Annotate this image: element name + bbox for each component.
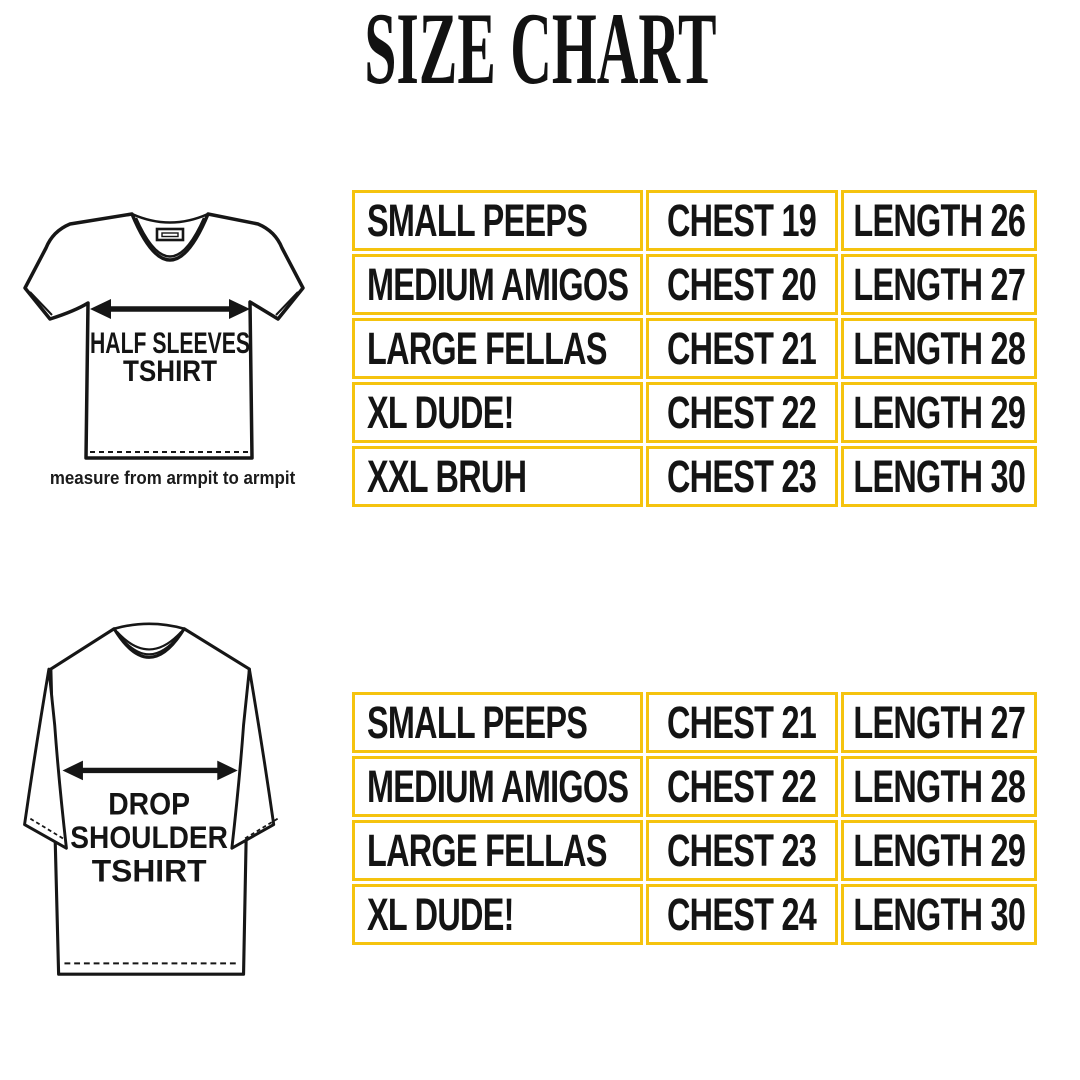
chest-cell: CHEST 24 [646, 884, 838, 945]
chest-cell: CHEST 23 [646, 820, 838, 881]
shirt-label-line1: HALF SLEEVES [90, 327, 250, 360]
chest-measure-arrow-icon [90, 299, 250, 319]
shirt-label-line3: TSHIRT [92, 854, 207, 889]
length-cell: LENGTH 27 [841, 692, 1037, 753]
size-cell: MEDIUM AMIGOS [352, 254, 643, 315]
tshirt-body-outline [49, 627, 251, 976]
size-cell: MEDIUM AMIGOS [352, 756, 643, 817]
size-cell: SMALL PEEPS [352, 190, 643, 251]
length-cell: LENGTH 29 [841, 382, 1037, 443]
tshirt-outline [23, 212, 305, 460]
drop-shoulder-tshirt-illustration: DROP SHOULDER TSHIRT [23, 622, 279, 976]
length-cell: LENGTH 29 [841, 820, 1037, 881]
page-title: SIZE CHART [0, 0, 1080, 101]
measure-caption-text: measure from armpit to armpit [50, 468, 296, 488]
chest-cell: CHEST 23 [646, 446, 838, 507]
length-cell: LENGTH 30 [841, 884, 1037, 945]
chest-measure-arrow-icon [62, 760, 238, 781]
chest-cell: CHEST 21 [646, 318, 838, 379]
collar-back-line [113, 622, 185, 630]
size-cell: XL DUDE! [352, 884, 643, 945]
chest-cell: CHEST 22 [646, 382, 838, 443]
chest-cell: CHEST 21 [646, 692, 838, 753]
chest-cell: CHEST 20 [646, 254, 838, 315]
size-cell: XXL BRUH [352, 446, 643, 507]
length-cell: LENGTH 30 [841, 446, 1037, 507]
left-sleeve [23, 667, 68, 850]
half-sleeves-tshirt-illustration: HALF SLEEVES TSHIRT [23, 212, 305, 460]
length-cell: LENGTH 28 [841, 756, 1037, 817]
shirt-label-line2: TSHIRT [123, 355, 217, 388]
length-cell: LENGTH 27 [841, 254, 1037, 315]
length-cell: LENGTH 28 [841, 318, 1037, 379]
right-sleeve [230, 667, 276, 850]
collar-back-line [131, 212, 209, 224]
chest-cell: CHEST 22 [646, 756, 838, 817]
size-cell: LARGE FELLAS [352, 318, 643, 379]
collar-rib-line-2 [116, 630, 183, 651]
collar-rib-line-1 [114, 629, 185, 656]
shirt-label-line2: SHOULDER [70, 820, 228, 855]
drop-shoulder-size-table: SMALL PEEPS CHEST 21 LENGTH 27 MEDIUM AM… [352, 692, 1037, 945]
length-cell: LENGTH 26 [841, 190, 1037, 251]
collar-rib-line [134, 217, 206, 258]
chest-cell: CHEST 19 [646, 190, 838, 251]
shirt-label-line1: DROP [108, 787, 190, 822]
page-title-text: SIZE CHART [363, 0, 717, 106]
size-cell: XL DUDE! [352, 382, 643, 443]
neck-label-tag-inner [161, 232, 179, 238]
right-cuff-seam [275, 291, 299, 316]
half-sleeves-size-table: SMALL PEEPS CHEST 19 LENGTH 26 MEDIUM AM… [352, 190, 1037, 507]
measure-caption: measure from armpit to armpit [14, 468, 332, 489]
size-cell: SMALL PEEPS [352, 692, 643, 753]
size-cell: LARGE FELLAS [352, 820, 643, 881]
left-cuff-seam [29, 291, 53, 316]
